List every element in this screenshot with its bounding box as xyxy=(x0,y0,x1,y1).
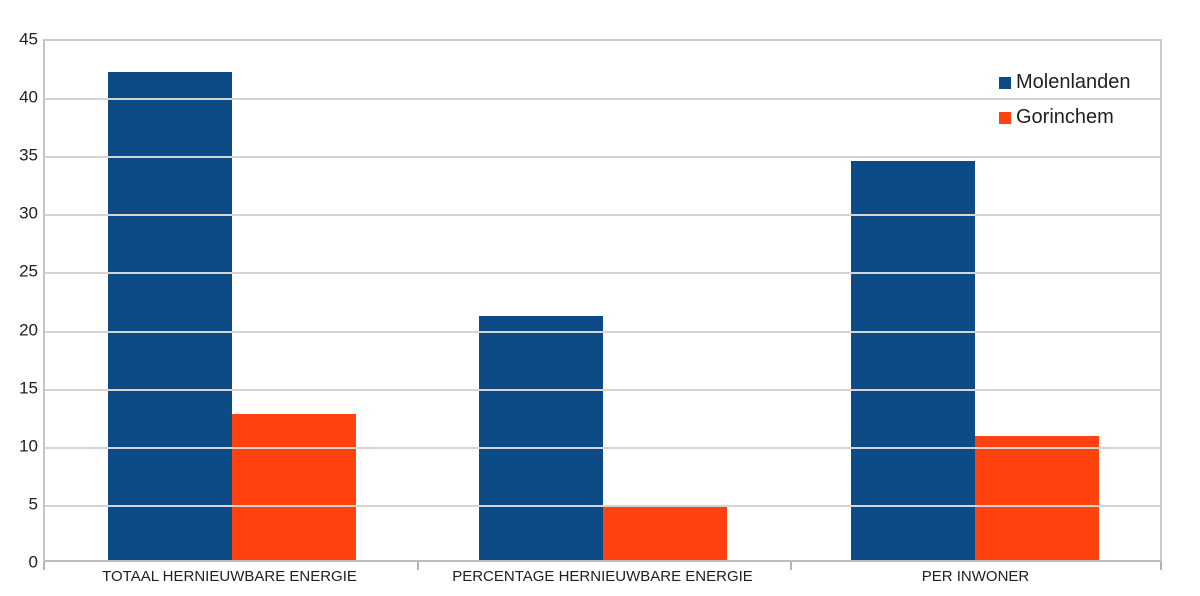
x-axis-tick xyxy=(1160,562,1162,570)
y-axis-tick-label: 0 xyxy=(28,552,38,572)
x-axis-tick xyxy=(790,562,792,570)
bar-molenlanden-2 xyxy=(850,161,975,560)
x-axis-tick xyxy=(43,562,45,570)
bar-group xyxy=(45,41,417,560)
y-axis-tick-label: 35 xyxy=(19,145,38,165)
gridline xyxy=(45,98,1160,101)
legend-swatch-gorinchem xyxy=(999,111,1011,124)
bar-gorinchem-2 xyxy=(974,435,1099,560)
gridline xyxy=(45,388,1160,391)
gridline xyxy=(45,446,1160,449)
y-axis-tick-label: 15 xyxy=(19,378,38,398)
gridline xyxy=(45,330,1160,333)
bar-group xyxy=(417,41,789,560)
legend-label: Gorinchem xyxy=(1016,106,1114,128)
gridline xyxy=(45,214,1160,217)
legend-swatch-molenlanden xyxy=(999,76,1011,89)
y-axis-tick-label: 10 xyxy=(19,436,38,456)
y-axis-tick-label: 45 xyxy=(19,29,38,49)
legend-item-gorinchem: Gorinchem xyxy=(999,106,1131,129)
bar-molenlanden-0 xyxy=(107,71,232,560)
bar-molenlanden-1 xyxy=(479,315,604,560)
y-axis-tick-label: 40 xyxy=(19,87,38,107)
category-label: PERCENTAGE HERNIEUWBARE ENERGIE xyxy=(452,568,753,585)
bar-group xyxy=(788,41,1160,560)
y-axis-labels: 45 40 35 30 25 20 15 10 5 0 xyxy=(0,31,38,571)
plot-area xyxy=(43,39,1162,570)
legend-label: Molenlanden xyxy=(1016,71,1131,93)
gridline xyxy=(45,156,1160,159)
category-label: TOTAAL HERNIEUWBARE ENERGIE xyxy=(102,568,357,585)
gridline xyxy=(45,272,1160,275)
x-axis-labels: TOTAAL HERNIEUWBARE ENERGIE PERCENTAGE H… xyxy=(43,567,1162,587)
bar-groups xyxy=(45,41,1160,560)
x-axis-tick xyxy=(417,562,419,570)
y-axis-tick-label: 20 xyxy=(19,320,38,340)
y-axis-tick-label: 25 xyxy=(19,261,38,281)
bar-gorinchem-0 xyxy=(231,413,356,560)
legend-item-molenlanden: Molenlanden xyxy=(999,71,1131,94)
category-label: PER INWONER xyxy=(921,568,1030,585)
bar-gorinchem-1 xyxy=(603,505,728,560)
gridline xyxy=(45,504,1160,507)
legend: Molenlanden Gorinchem xyxy=(999,71,1131,129)
y-axis-tick-label: 30 xyxy=(19,203,38,223)
y-axis-tick-label: 5 xyxy=(28,494,38,514)
